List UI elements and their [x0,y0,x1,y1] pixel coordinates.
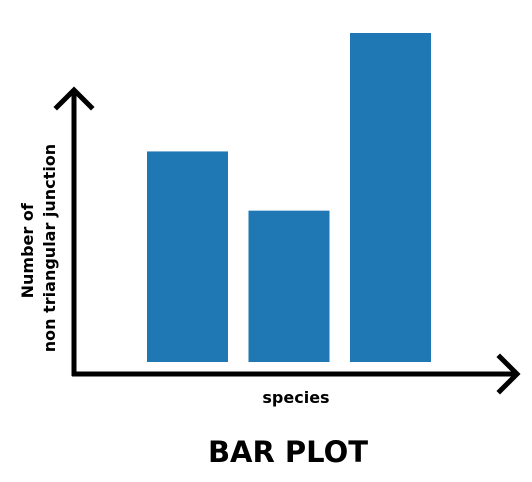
x-axis-arrow-icon [496,353,521,395]
y-axis-label-line-1: Number of [18,202,37,298]
chart-title: BAR PLOT [208,435,368,469]
x-axis-label: species [262,388,329,407]
y-axis-label: Number of non triangular junction [18,144,59,352]
bar-1 [147,151,228,362]
bar-2 [248,210,330,362]
y-axis-label-line-2: non triangular junction [40,144,59,352]
bars-group [147,33,431,362]
bar-3 [350,33,431,362]
y-axis-arrow-icon [53,86,95,111]
